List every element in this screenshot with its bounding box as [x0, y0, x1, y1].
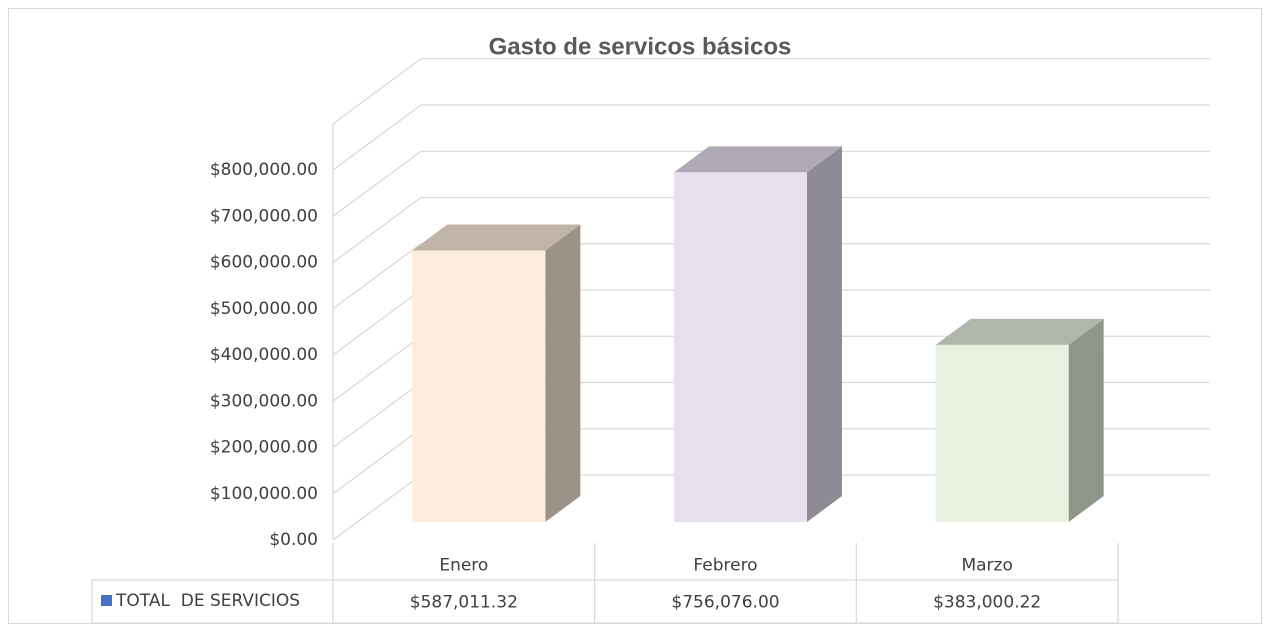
bar-top: [935, 318, 1104, 345]
bar: [935, 344, 1069, 522]
y-tick-label: $300,000.00: [210, 391, 318, 411]
bar-side: [807, 146, 842, 522]
table-value: $756,076.00: [671, 593, 779, 613]
chart-title: Gasto de servicos básicos: [489, 33, 792, 60]
x-tick-label: Febrero: [693, 556, 757, 576]
y-tick-label: $500,000.00: [210, 299, 318, 319]
grid-line: [332, 243, 422, 310]
table-value: $587,011.32: [410, 593, 518, 613]
y-tick-label: $600,000.00: [210, 253, 318, 273]
wall-edge: [332, 58, 422, 125]
y-tick-label: $400,000.00: [210, 345, 318, 365]
legend-swatch: [101, 595, 112, 606]
table-value: $383,000.22: [933, 593, 1041, 613]
bar-side: [1068, 318, 1104, 522]
grid-line: [332, 474, 422, 541]
bar-side: [545, 224, 581, 522]
grid-line: [332, 428, 422, 495]
x-tick-label: Marzo: [961, 556, 1012, 576]
grid-line: [332, 381, 422, 449]
y-tick-label: $800,000.00: [210, 160, 318, 180]
y-tick-label: $0.00: [269, 530, 318, 550]
bar-top: [674, 146, 842, 173]
bar: [412, 250, 546, 522]
legend-label: TOTAL DE SERVICIOS: [115, 591, 300, 611]
grid-line: [332, 150, 422, 217]
bar-top: [412, 224, 581, 251]
grid-line: [332, 104, 422, 171]
y-tick-label: $100,000.00: [210, 484, 318, 504]
grid-line: [332, 196, 422, 264]
y-tick-label: $700,000.00: [210, 206, 318, 226]
x-tick-label: Enero: [439, 556, 488, 576]
y-tick-label: $200,000.00: [210, 438, 318, 458]
grid-line: [332, 335, 422, 402]
bar: [674, 172, 807, 522]
grid-line: [332, 289, 422, 356]
chart-border: [8, 8, 1262, 624]
